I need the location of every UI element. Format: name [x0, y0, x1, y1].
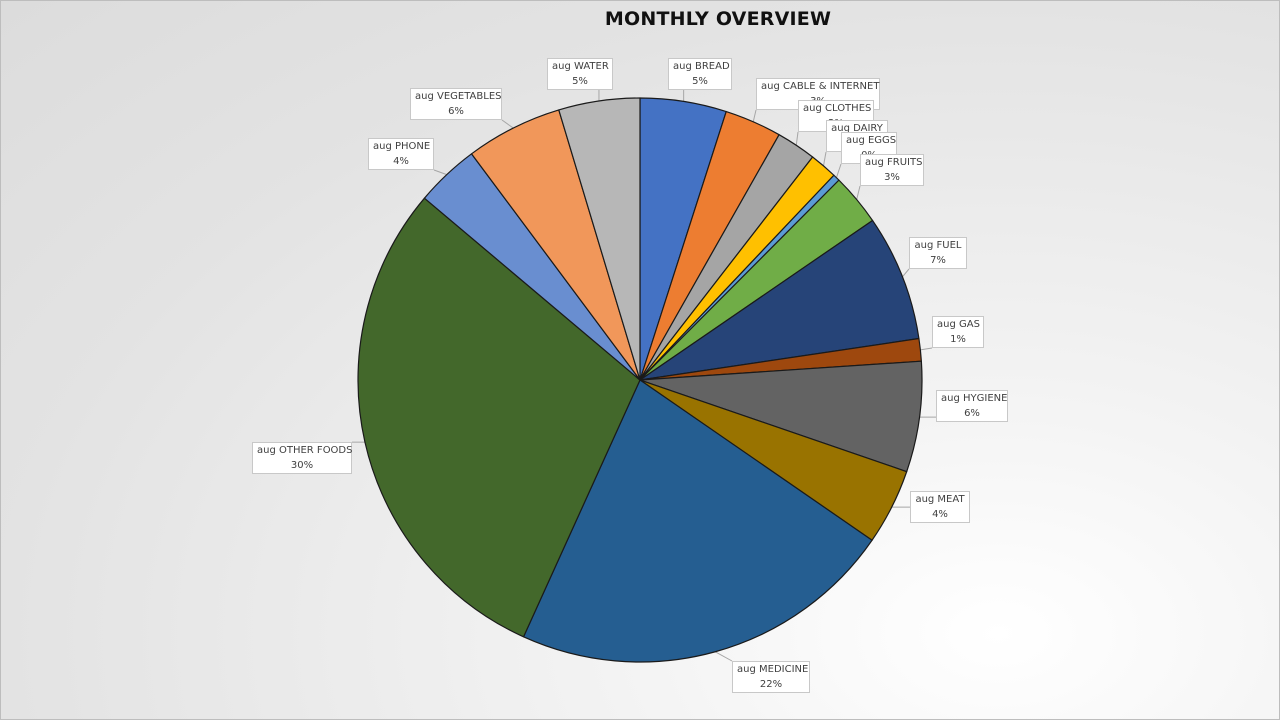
data-label-percent: 6% [964, 408, 980, 419]
pie-slice [639, 360, 923, 473]
leader-line [715, 651, 733, 662]
pie-slice [639, 219, 920, 381]
leader-line [795, 131, 799, 146]
data-label-percent: 22% [759, 679, 783, 690]
chart-title: MONTHLY OVERVIEW [604, 8, 832, 30]
data-label: aug FUEL 7% [909, 237, 967, 269]
data-label: aug WATER 5% [547, 58, 613, 90]
leader-line [856, 185, 861, 200]
data-label: aug PHONE 4% [368, 138, 434, 170]
leader-line [835, 163, 842, 178]
leader-line [920, 347, 933, 351]
data-label-name: aug WATER [552, 61, 609, 72]
data-label-percent: 4% [393, 156, 409, 167]
leader-line [501, 119, 514, 129]
pie-slice [522, 379, 873, 663]
leader-line [752, 109, 757, 122]
leader-line [902, 268, 910, 278]
data-label-name: aug CABLE & INTERNET [761, 81, 880, 92]
data-label-percent: 7% [930, 255, 946, 266]
leader-lines [352, 90, 936, 662]
data-label-name: aug VEGETABLES [415, 91, 502, 102]
data-label-name: aug GAS [937, 319, 980, 330]
data-label-name: aug FRUITS [865, 157, 923, 168]
data-label-name: aug DAIRY [831, 123, 883, 134]
data-label: aug VEGETABLES 6% [410, 88, 502, 120]
leader-line [433, 169, 447, 176]
data-label: aug MEAT 4% [910, 491, 970, 523]
data-label-name: aug EGGS [846, 135, 897, 146]
data-label-name: aug MEAT [915, 494, 965, 505]
data-label-name: aug BREAD [673, 61, 730, 72]
data-label-percent: 1% [950, 334, 966, 345]
data-label: aug BREAD 5% [668, 58, 732, 90]
data-label-name: aug PHONE [373, 141, 431, 152]
data-label-percent: 6% [448, 106, 464, 117]
data-label: aug HYGIENE 6% [936, 390, 1008, 422]
data-label-percent: 5% [572, 76, 588, 87]
data-label-name: aug HYGIENE [941, 393, 1008, 404]
leader-line [822, 151, 827, 166]
pie-slice [558, 97, 641, 381]
pie-slice [357, 197, 641, 638]
data-label-percent: 3% [884, 172, 900, 183]
data-label-percent: 30% [290, 460, 314, 471]
data-label: aug MEDICINE 22% [732, 661, 810, 693]
pie-slices [357, 97, 923, 663]
data-label: aug GAS 1% [932, 316, 984, 348]
data-label: aug FRUITS 3% [860, 154, 924, 186]
data-label-name: aug FUEL [914, 240, 962, 251]
data-label-percent: 4% [932, 509, 948, 520]
data-label-name: aug CLOTHES [803, 103, 872, 114]
data-label-percent: 5% [692, 76, 708, 87]
data-label-name: aug MEDICINE [737, 664, 809, 675]
data-label: aug OTHER FOODS 30% [252, 442, 352, 474]
data-label-name: aug OTHER FOODS [257, 445, 353, 456]
